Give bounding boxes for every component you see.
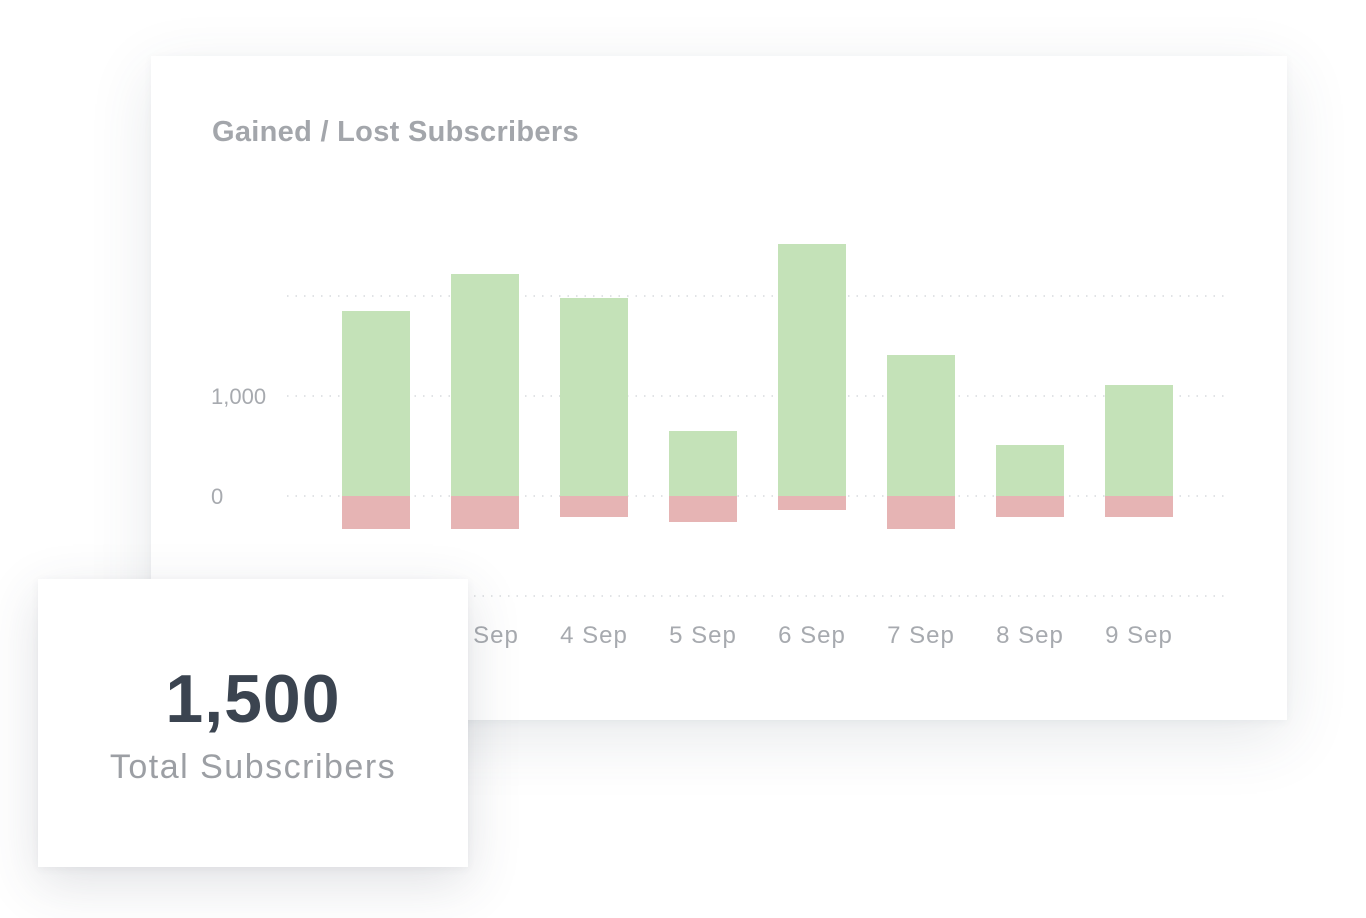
total-subscribers-value: 1,500	[165, 661, 341, 737]
bar-gained-7	[1105, 385, 1173, 496]
x-tick-label-4: 6 Sep	[778, 622, 846, 649]
bar-lost-7	[1105, 496, 1173, 517]
bar-gained-5	[887, 355, 955, 496]
bar-lost-2	[560, 496, 628, 517]
chart-title: Gained / Lost Subscribers	[212, 116, 579, 148]
bar-gained-4	[778, 244, 846, 496]
total-subscribers-card: 1,500 Total Subscribers	[38, 579, 468, 867]
y-tick-label-0: 1,000	[211, 384, 266, 409]
bar-lost-4	[778, 496, 846, 510]
bar-gained-0	[342, 311, 410, 496]
bar-lost-5	[887, 496, 955, 529]
bar-lost-1	[451, 496, 519, 529]
x-tick-label-2: 4 Sep	[560, 622, 628, 649]
bar-gained-1	[451, 274, 519, 496]
bar-lost-6	[996, 496, 1064, 517]
bar-gained-6	[996, 445, 1064, 496]
bar-lost-3	[669, 496, 737, 522]
y-tick-label-1: 0	[211, 484, 223, 509]
x-tick-label-5: 7 Sep	[887, 622, 955, 649]
x-tick-label-7: 9 Sep	[1105, 622, 1173, 649]
x-tick-label-6: 8 Sep	[996, 622, 1064, 649]
bar-lost-0	[342, 496, 410, 529]
bar-gained-2	[560, 298, 628, 496]
total-subscribers-label: Total Subscribers	[109, 748, 397, 786]
bar-gained-3	[669, 431, 737, 496]
x-tick-label-3: 5 Sep	[669, 622, 737, 649]
